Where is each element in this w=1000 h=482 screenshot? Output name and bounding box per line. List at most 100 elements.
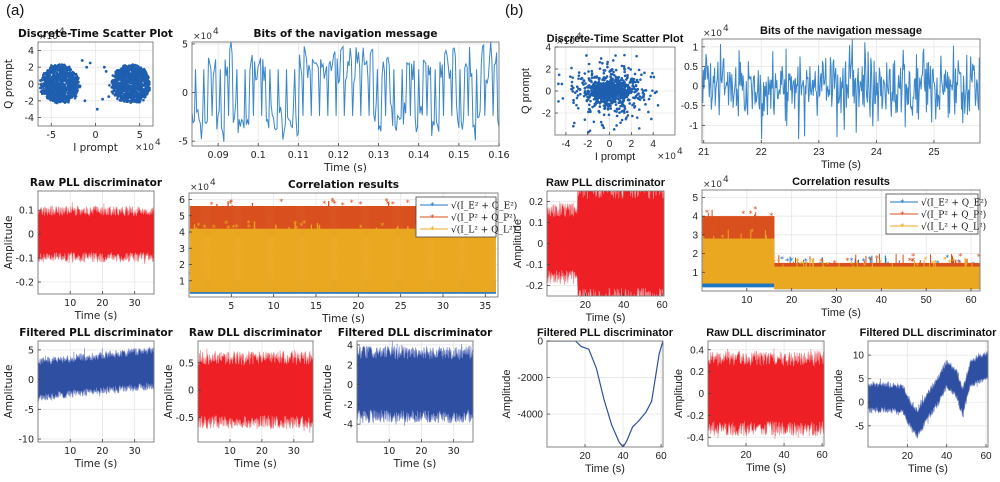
scatter-point — [69, 80, 73, 83]
corr-band-p — [739, 216, 741, 254]
scatter-point — [644, 88, 647, 92]
scatter-point — [590, 86, 593, 89]
scatter-point — [67, 94, 70, 97]
corr-band-l — [442, 228, 445, 293]
scatter-point — [52, 85, 56, 89]
corr-band-l — [237, 228, 239, 293]
scatter-point — [74, 82, 78, 86]
corr-band-l — [458, 228, 460, 293]
corr-band-p — [738, 216, 740, 254]
corr-band-p — [356, 206, 358, 237]
signal-band — [38, 346, 154, 402]
corr-band-l — [236, 228, 238, 293]
corr-band-p — [742, 216, 744, 254]
scatter-point — [50, 92, 54, 96]
scatter-point — [569, 75, 572, 78]
scatter-point — [117, 83, 121, 86]
corr-band-l — [225, 228, 227, 293]
scatter-point — [118, 69, 122, 73]
scatter-point — [110, 81, 114, 84]
corr-band-p — [725, 216, 727, 254]
scatter-point — [139, 97, 143, 101]
corr-band-l — [330, 228, 332, 293]
corr-band-p — [716, 216, 718, 254]
corr-band-p — [406, 206, 408, 237]
corr-band-p — [345, 206, 347, 237]
corr-band-p — [759, 216, 761, 254]
y-tick-label: 0 — [28, 230, 34, 241]
corr-band-p — [718, 216, 720, 254]
scatter-point — [635, 54, 638, 58]
chart-title: Discrete-Time Scatter Plot — [18, 28, 173, 40]
corr-band-p — [244, 206, 247, 237]
scatter-point — [148, 80, 151, 84]
corr-band-p — [734, 216, 736, 254]
scatter-point — [616, 77, 620, 81]
scatter-point — [571, 90, 575, 93]
y-tick-label: 1 — [179, 276, 185, 287]
corr-band-p — [196, 206, 199, 237]
scatter-point — [623, 53, 626, 57]
corr-band-l — [399, 228, 401, 293]
scatter-point — [47, 80, 50, 84]
corr-band-l — [448, 228, 451, 293]
scatter-point — [576, 94, 580, 97]
scatter-point — [47, 93, 50, 97]
corr-band-p — [248, 206, 251, 237]
scatter-point — [129, 91, 133, 95]
corr-band-l — [359, 228, 361, 293]
corr-marker: * — [862, 257, 866, 266]
scatter-point — [589, 99, 592, 103]
corr-band-p — [277, 206, 279, 237]
corr-band-p — [275, 206, 277, 237]
corr-band-p — [192, 206, 195, 237]
corr-marker: * — [231, 223, 235, 232]
scatter-point — [612, 82, 616, 86]
corr-band-p — [745, 216, 747, 254]
scatter-point — [53, 63, 57, 67]
corr-band-p — [411, 206, 413, 237]
corr-band-l — [244, 228, 247, 293]
corr-marker: * — [790, 257, 794, 266]
x-axis-label: I prompt — [73, 142, 118, 154]
corr-band-p — [753, 216, 755, 254]
scatter-point — [41, 84, 45, 88]
scatter-point — [57, 77, 61, 81]
y-tick-label: 0.2 — [529, 197, 543, 208]
corr-band-l — [432, 228, 434, 293]
corr-band-l — [242, 228, 244, 293]
scatter-point — [116, 91, 120, 95]
scatter-point — [626, 114, 630, 117]
y-tick-label: 0 — [182, 88, 188, 99]
scatter-point — [55, 90, 59, 94]
corr-band-p — [237, 206, 239, 237]
scatter-point — [101, 97, 104, 101]
corr-band-l — [457, 228, 459, 293]
scatter-point — [140, 89, 143, 93]
scatter-point — [138, 74, 142, 78]
corr-band-l — [430, 228, 432, 293]
corr-band-p — [347, 206, 349, 237]
corr-band-p — [342, 206, 344, 237]
corr-band-l — [439, 228, 442, 293]
scatter-point — [573, 91, 577, 95]
y-tick-label: 4 — [347, 340, 353, 351]
corr-band-p — [762, 216, 764, 254]
scatter-point — [651, 71, 654, 75]
scatter-point — [126, 91, 130, 95]
corr-band-l — [224, 228, 226, 293]
scatter-point — [131, 83, 135, 87]
corr-band-p — [212, 206, 214, 237]
scatter-point — [67, 100, 70, 104]
corr-band-p — [390, 206, 393, 237]
axes-frame — [197, 340, 314, 443]
corr-band-l — [267, 228, 269, 293]
corr-marker: * — [780, 255, 784, 264]
corr-band-l — [491, 228, 493, 293]
corr-band-l — [212, 228, 214, 293]
corr-marker: * — [359, 223, 363, 232]
corr-band-p — [221, 206, 223, 237]
scatter-point — [43, 92, 46, 95]
scatter-point — [612, 70, 615, 74]
scatter-point — [123, 68, 126, 71]
